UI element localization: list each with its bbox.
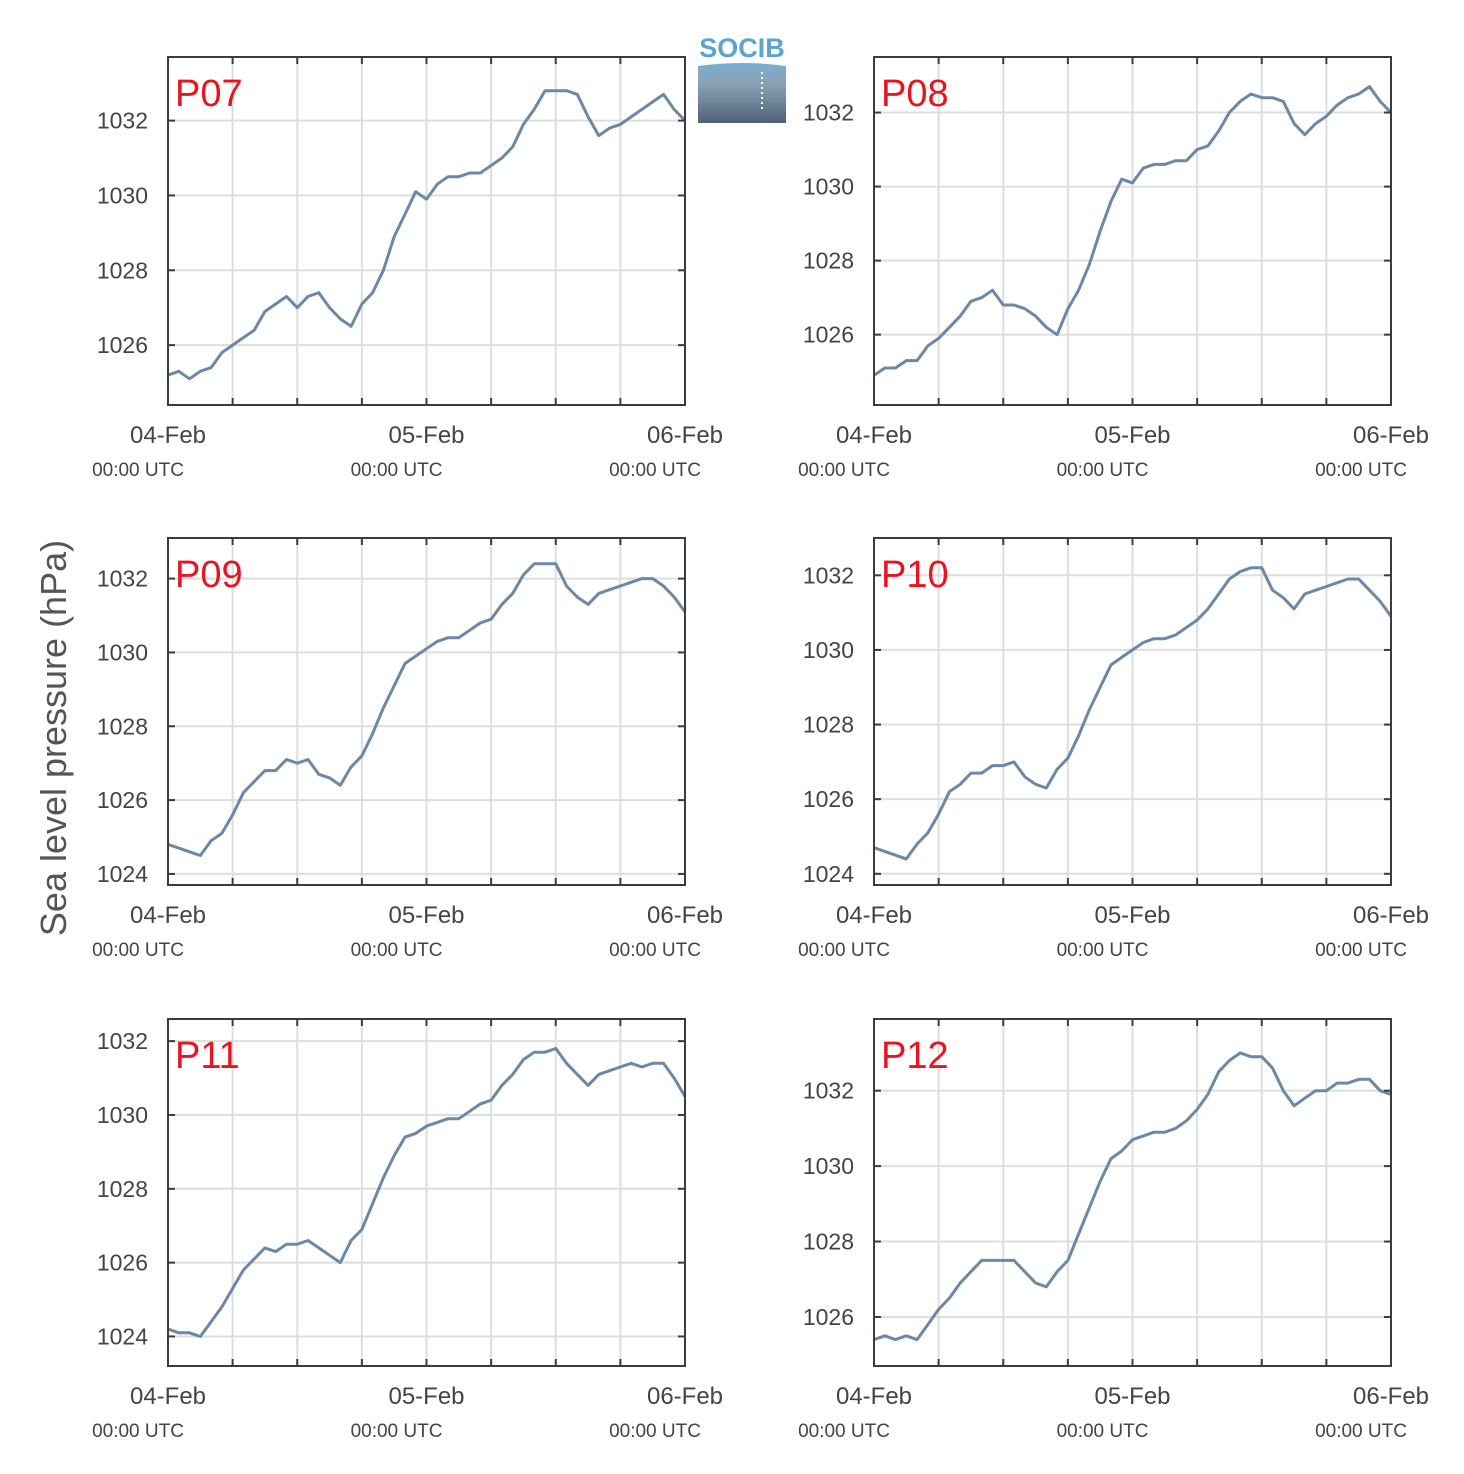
y-tick-label: 1032: [803, 562, 854, 588]
x-tick-label-date: 06-Feb: [647, 1383, 723, 1410]
x-tick-label-time: 00:00 UTC: [798, 460, 890, 481]
y-tick-label: 1032: [97, 108, 148, 134]
x-tick-label-date: 06-Feb: [1353, 1383, 1429, 1410]
x-tick-label-date: 04-Feb: [836, 1383, 912, 1410]
x-tick-label-time: 00:00 UTC: [1057, 940, 1149, 961]
y-tick-label: 1030: [803, 174, 854, 200]
panel-p11: 1024 1026 1028 1030 1032 04-Feb 00:00 UTC 05-Fe…: [92, 1018, 723, 1442]
y-tick-label: 1026: [803, 786, 854, 812]
x-tick-label-date: 04-Feb: [130, 902, 206, 929]
y-tick-label: 1030: [803, 637, 854, 663]
panel-p07: 1026 1028 1030 1032 04-Feb 00:00 UTC 05-Feb 00:…: [92, 56, 723, 481]
x-tick-label-date: 06-Feb: [1353, 422, 1429, 449]
x-tick-label-date: 05-Feb: [1094, 422, 1170, 449]
x-tick-label-time: 00:00 UTC: [1057, 460, 1149, 481]
series-line: [167, 89, 687, 381]
x-tick-label-time: 00:00 UTC: [92, 1421, 184, 1442]
x-tick-label-time: 00:00 UTC: [1315, 940, 1407, 961]
x-tick-label-time: 00:00 UTC: [351, 1421, 443, 1442]
series-line: [167, 1047, 687, 1338]
x-tick-label-date: 04-Feb: [130, 422, 206, 449]
y-tick-label: 1032: [97, 1028, 148, 1054]
y-axis-label: Sea level pressure (hPa): [33, 540, 74, 936]
x-tick-label-date: 05-Feb: [388, 422, 464, 449]
y-tick-label: 1028: [97, 713, 148, 739]
panel-title: P12: [881, 1035, 949, 1077]
series-line: [873, 1051, 1392, 1342]
y-tick-label: 1030: [97, 1102, 148, 1128]
series-line: [873, 85, 1393, 377]
x-tick-label-date: 04-Feb: [130, 1383, 206, 1410]
panel-title: P09: [175, 554, 243, 596]
x-tick-label-date: 04-Feb: [836, 422, 912, 449]
y-tick-label: 1028: [803, 248, 854, 274]
y-tick-label: 1030: [97, 182, 148, 208]
panel-p12: 1026 1028 1030 1032 04-Feb 00:00 UTC 05-Feb 00:…: [798, 1018, 1429, 1442]
x-tick-label-date: 05-Feb: [388, 1383, 464, 1410]
x-tick-label-date: 06-Feb: [647, 902, 723, 929]
y-tick-label: 1026: [803, 322, 854, 348]
y-tick-label: 1026: [97, 332, 148, 358]
x-tick-label-time: 00:00 UTC: [1315, 460, 1407, 481]
x-tick-label-time: 00:00 UTC: [92, 460, 184, 481]
x-tick-label-time: 00:00 UTC: [609, 1421, 701, 1442]
x-tick-label-time: 00:00 UTC: [92, 940, 184, 961]
panel-p10: 1024 1026 1028 1030 1032 04-Feb 00:00 UTC 05-Fe…: [798, 537, 1429, 961]
x-tick-label-time: 00:00 UTC: [1057, 1421, 1149, 1442]
panel-title: P08: [881, 73, 949, 115]
y-tick-label: 1026: [97, 1250, 148, 1276]
y-tick-label: 1032: [97, 566, 148, 592]
x-tick-label-time: 00:00 UTC: [351, 940, 443, 961]
x-tick-label-date: 05-Feb: [1094, 902, 1170, 929]
series-line: [167, 562, 687, 857]
x-tick-label-time: 00:00 UTC: [798, 1421, 890, 1442]
y-tick-label: 1028: [803, 1229, 854, 1255]
y-tick-label: 1030: [97, 639, 148, 665]
x-tick-label-time: 00:00 UTC: [798, 940, 890, 961]
logo-text: SOCIB: [699, 33, 785, 63]
y-tick-label: 1032: [803, 1078, 854, 1104]
y-tick-label: 1028: [97, 257, 148, 283]
y-tick-label: 1030: [803, 1153, 854, 1179]
x-tick-label-date: 04-Feb: [836, 902, 912, 929]
panel-p09: 1024 1026 1028 1030 1032 04-Feb 00:00 UTC 05-Fe…: [92, 537, 723, 961]
x-tick-label-time: 00:00 UTC: [609, 460, 701, 481]
y-tick-label: 1026: [97, 787, 148, 813]
series-line: [873, 566, 1393, 861]
panel-title: P07: [175, 73, 243, 115]
y-tick-label: 1026: [803, 1304, 854, 1330]
socib-logo: SOCIB: [698, 33, 786, 123]
y-tick-label: 1024: [97, 861, 148, 887]
x-tick-label-date: 05-Feb: [1094, 1383, 1170, 1410]
x-tick-label-date: 06-Feb: [1353, 902, 1429, 929]
x-tick-label-date: 06-Feb: [647, 422, 723, 449]
panel-p08: 1026 1028 1030 1032 04-Feb 00:00 UTC 05-Feb 00:…: [798, 56, 1429, 481]
panel-title: P11: [175, 1035, 240, 1077]
y-tick-label: 1028: [97, 1176, 148, 1202]
x-tick-label-date: 05-Feb: [388, 902, 464, 929]
panel-title: P10: [881, 554, 949, 596]
y-tick-label: 1032: [803, 100, 854, 126]
x-tick-label-time: 00:00 UTC: [351, 460, 443, 481]
y-tick-label: 1028: [803, 712, 854, 738]
y-tick-label: 1024: [97, 1323, 148, 1349]
x-tick-label-time: 00:00 UTC: [1315, 1421, 1407, 1442]
y-tick-label: 1024: [803, 861, 854, 887]
x-tick-label-time: 00:00 UTC: [609, 940, 701, 961]
